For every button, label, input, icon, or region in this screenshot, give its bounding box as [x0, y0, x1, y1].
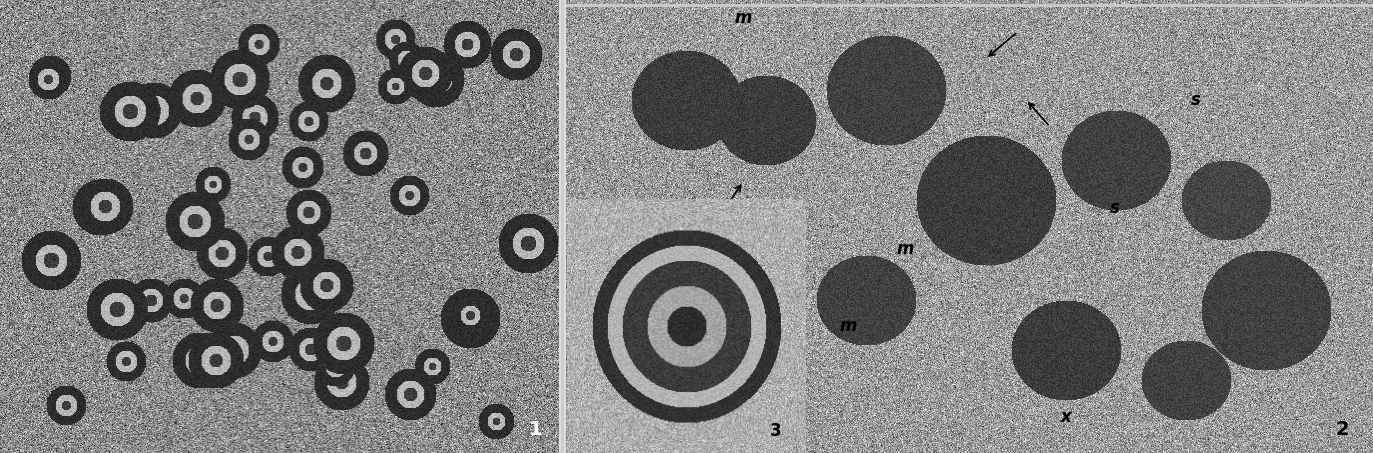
Text: s: s [1190, 91, 1200, 109]
Text: 1: 1 [529, 420, 542, 439]
Text: m: m [897, 240, 913, 258]
Text: x: x [1061, 408, 1071, 426]
Text: 2: 2 [1335, 420, 1348, 439]
Text: s: s [1109, 199, 1119, 217]
Text: m: m [735, 9, 752, 27]
Text: m: m [839, 317, 857, 335]
Text: 3: 3 [770, 422, 781, 440]
